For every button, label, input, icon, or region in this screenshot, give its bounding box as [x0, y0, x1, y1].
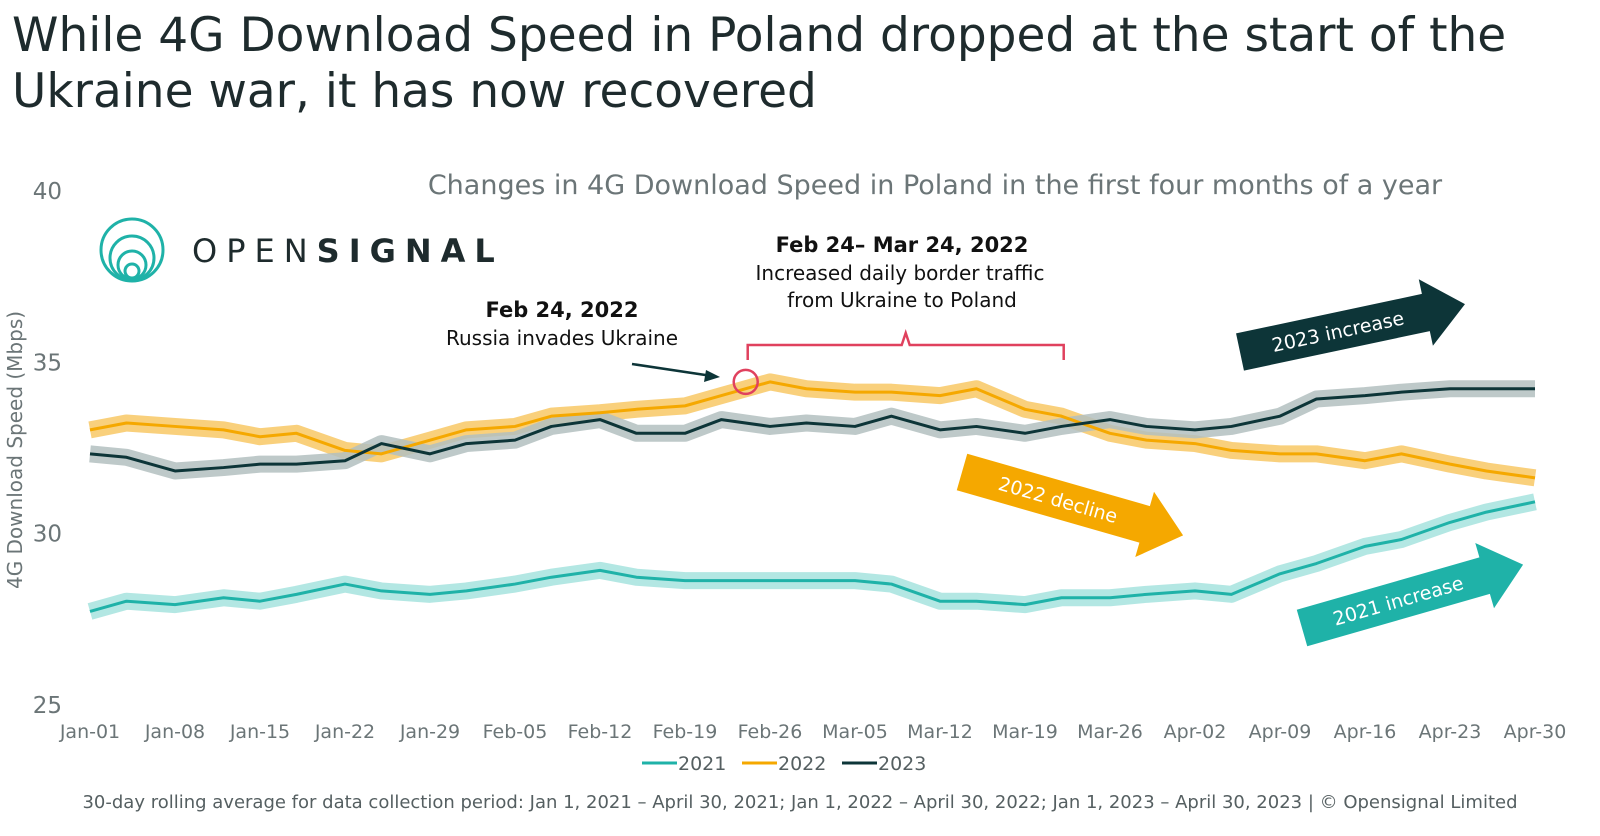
- logo-text-bold: SIGNAL: [316, 232, 504, 270]
- confidence-bands: [87, 373, 1537, 620]
- x-tick-label: Apr-23: [1419, 721, 1482, 743]
- y-tick-label: 35: [33, 350, 62, 376]
- x-tick-label: Feb-26: [738, 721, 803, 743]
- line-2023: [89, 387, 1535, 473]
- annotation-2022-decline: 2022 decline: [956, 453, 1184, 558]
- x-tick-label: Apr-09: [1249, 721, 1312, 743]
- y-axis-label: 4G Download Speed (Mbps): [3, 311, 27, 589]
- annotation-text: from Ukraine to Poland: [787, 288, 1017, 312]
- annotation-2021-increase-arrow-icon: [1296, 542, 1524, 647]
- x-tick-label: Apr-30: [1504, 721, 1567, 743]
- annotation-text: Russia invades Ukraine: [446, 326, 678, 350]
- legend-label-2021: 2021: [678, 753, 726, 775]
- x-tick-label: Mar-19: [992, 721, 1058, 743]
- legend-label-2023: 2023: [878, 753, 926, 775]
- x-tick-label: Feb-05: [483, 721, 548, 743]
- x-tick-label: Jan-08: [144, 721, 205, 743]
- x-tick-label: Feb-12: [568, 721, 633, 743]
- x-axis: Jan-01 Jan-08 Jan-15 Jan-22 Jan-29 Feb-05 Feb-…: [59, 721, 1567, 743]
- chart-subtitle: Changes in 4G Download Speed in Poland i…: [428, 170, 1443, 201]
- x-tick-label: Mar-12: [907, 721, 973, 743]
- invasion-marker: [732, 368, 759, 396]
- y-tick-label: 40: [33, 179, 62, 205]
- x-tick-label: Jan-15: [229, 721, 290, 743]
- band-2021: [87, 493, 1537, 620]
- y-axis: 25 30 35 40 4G Download Speed (Mbps) Changes …: [3, 170, 1443, 719]
- x-tick-label: Apr-02: [1164, 721, 1227, 743]
- y-tick-label: 25: [33, 693, 62, 719]
- line-2022: [89, 380, 1536, 480]
- legend: 2021 2022 2023: [642, 753, 926, 775]
- logo-text-light: OPEN: [192, 232, 317, 270]
- opensignal-logo-text: OPENSIGNAL: [192, 232, 504, 270]
- opensignal-logo-icon: [99, 217, 165, 283]
- annotation-2022-decline-arrow-icon: [956, 453, 1184, 558]
- annotation-arrowhead: [704, 370, 720, 382]
- border-traffic-bracket: [746, 329, 1065, 360]
- x-tick-label: Apr-16: [1334, 721, 1397, 743]
- x-tick-label: Mar-26: [1077, 721, 1143, 743]
- x-tick-label: Jan-01: [59, 721, 120, 743]
- footer-note: 30-day rolling average for data collecti…: [82, 792, 1518, 813]
- annotation-2023-increase-arrow-icon: [1236, 279, 1465, 371]
- legend-label-2022: 2022: [778, 753, 826, 775]
- series-lines: [89, 380, 1536, 613]
- line-chart: 25 30 35 40 4G Download Speed (Mbps) Changes …: [3, 170, 1567, 775]
- x-tick-label: Jan-29: [399, 721, 460, 743]
- x-tick-label: Jan-22: [314, 721, 375, 743]
- x-tick-label: Mar-05: [822, 721, 888, 743]
- line-2021: [89, 500, 1536, 613]
- x-tick-label: Feb-19: [653, 721, 718, 743]
- y-tick-label: 30: [33, 522, 62, 548]
- annotation-title: Feb 24, 2022: [485, 298, 638, 322]
- annotation-text: Increased daily border traffic: [756, 261, 1045, 285]
- annotation-title: Feb 24– Mar 24, 2022: [776, 233, 1029, 257]
- annotation-2023-increase: 2023 increase: [1236, 279, 1465, 371]
- page-title: While 4G Download Speed in Poland droppe…: [12, 8, 1507, 119]
- annotation-arrow: [631, 362, 713, 378]
